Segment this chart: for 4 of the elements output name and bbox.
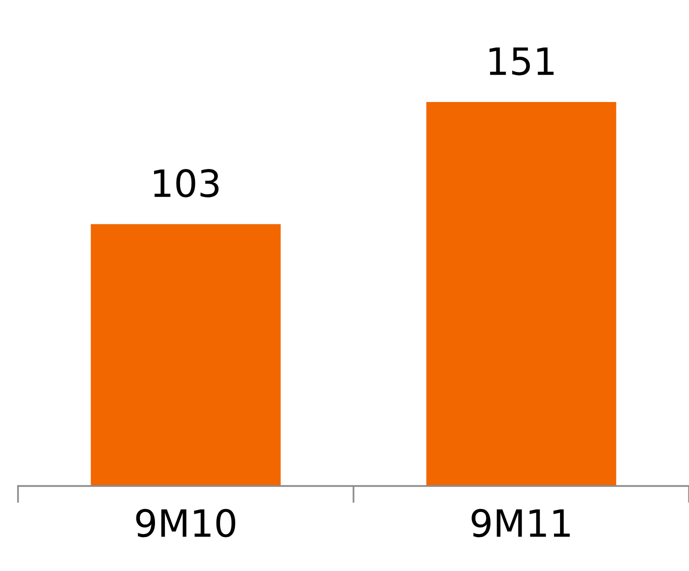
- data-label: 151: [490, 47, 554, 76]
- x-tick-label: 9M10: [136, 508, 236, 538]
- x-tick-label: 9M11: [472, 508, 570, 538]
- data-label: 103: [154, 169, 219, 198]
